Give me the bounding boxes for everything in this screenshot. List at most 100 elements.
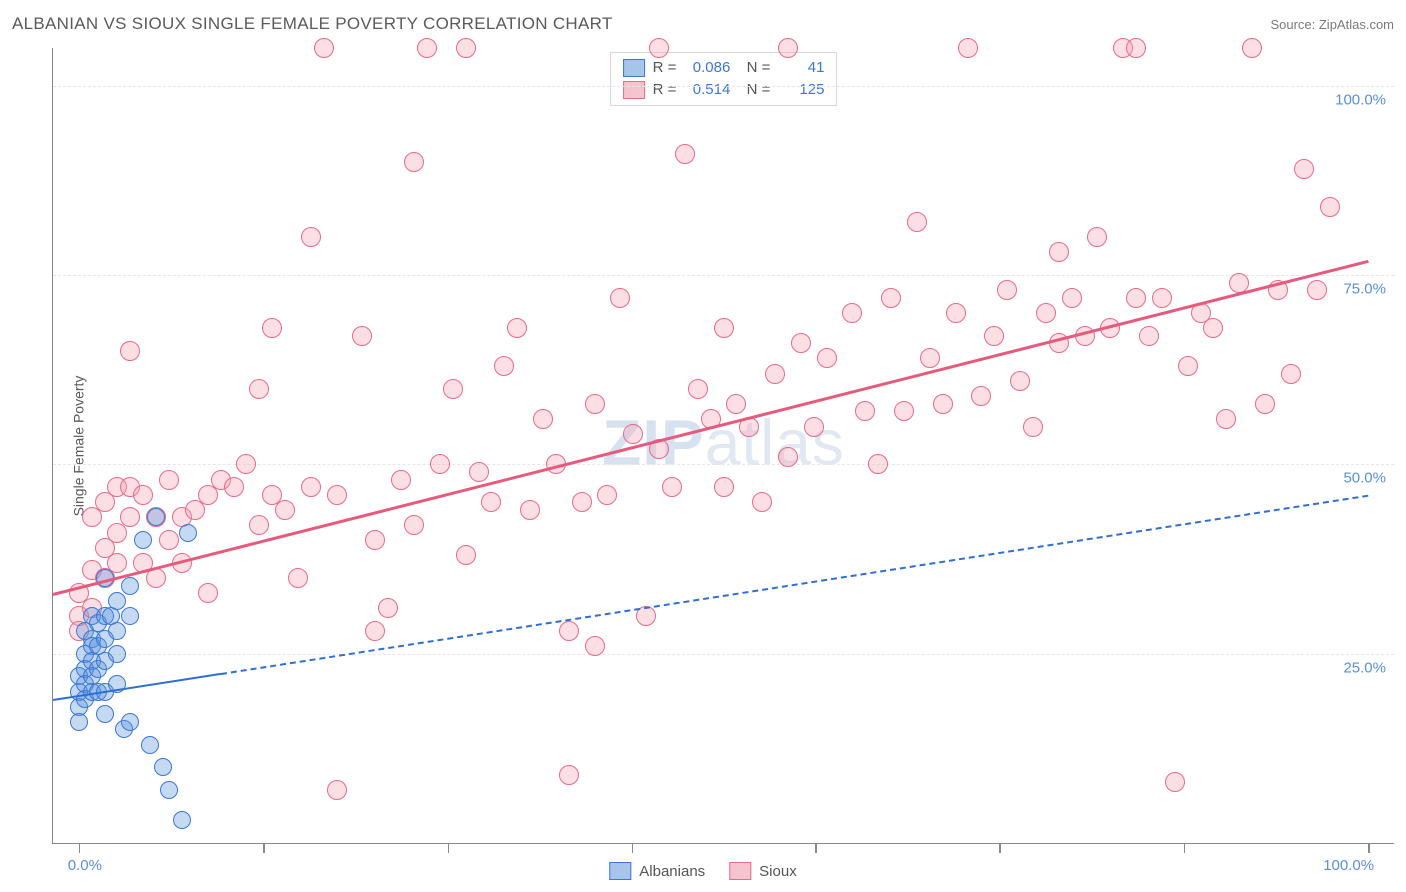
sioux-point — [365, 621, 385, 641]
albanians-point — [96, 705, 114, 723]
sioux-point — [107, 553, 127, 573]
gridline-h — [53, 86, 1394, 87]
x-tick — [815, 843, 817, 853]
albanians-point — [154, 758, 172, 776]
albanians-point — [121, 577, 139, 595]
sioux-point — [327, 485, 347, 505]
albanians-point — [108, 645, 126, 663]
sioux-point — [224, 477, 244, 497]
sioux-point — [597, 485, 617, 505]
sioux-point — [456, 545, 476, 565]
sioux-point — [262, 318, 282, 338]
sioux-point — [301, 477, 321, 497]
sioux-point — [1036, 303, 1056, 323]
albanians-point — [108, 592, 126, 610]
sioux-point — [507, 318, 527, 338]
sioux-point — [120, 507, 140, 527]
legend-r-label: R = — [653, 57, 677, 79]
sioux-point — [868, 454, 888, 474]
albanians-point — [121, 607, 139, 625]
sioux-point — [804, 417, 824, 437]
albanians-point — [141, 736, 159, 754]
albanians-point — [108, 622, 126, 640]
sioux-point — [198, 583, 218, 603]
legend-n-label: N = — [738, 57, 770, 79]
sioux-point — [649, 38, 669, 58]
x-tick — [632, 843, 634, 853]
sioux-point — [958, 38, 978, 58]
legend-item: Sioux — [729, 862, 797, 880]
sioux-point — [752, 492, 772, 512]
legend-n-value: 125 — [778, 79, 824, 101]
sioux-point — [984, 326, 1004, 346]
x-tick — [1184, 843, 1186, 853]
plot-area: ZIPatlas R =0.086 N =41R =0.514 N =125 2… — [52, 48, 1394, 844]
sioux-trendline — [53, 260, 1369, 596]
sioux-point — [662, 477, 682, 497]
sioux-point — [249, 379, 269, 399]
sioux-point — [765, 364, 785, 384]
sioux-point — [1255, 394, 1275, 414]
x-tick — [79, 843, 81, 853]
sioux-point — [623, 424, 643, 444]
sioux-point — [559, 765, 579, 785]
sioux-point — [855, 401, 875, 421]
albanians-trendline — [220, 495, 1368, 675]
sioux-point — [1023, 417, 1043, 437]
sioux-point — [120, 341, 140, 361]
sioux-point — [1294, 159, 1314, 179]
sioux-point — [675, 144, 695, 164]
legend-r-value: 0.086 — [684, 57, 730, 79]
sioux-point — [1281, 364, 1301, 384]
sioux-point — [391, 470, 411, 490]
sioux-point — [133, 485, 153, 505]
legend-item: Albanians — [609, 862, 705, 880]
y-tick-label: 100.0% — [1335, 91, 1386, 108]
gridline-h — [53, 275, 1394, 276]
sioux-point — [159, 470, 179, 490]
sioux-point — [1139, 326, 1159, 346]
y-tick-label: 75.0% — [1343, 281, 1386, 298]
legend-swatch — [609, 862, 631, 880]
sioux-point — [417, 38, 437, 58]
legend-item-label: Albanians — [639, 863, 705, 880]
sioux-point — [365, 530, 385, 550]
sioux-point — [1062, 288, 1082, 308]
albanians-point — [134, 531, 152, 549]
sioux-point — [236, 454, 256, 474]
sioux-point — [378, 598, 398, 618]
sioux-point — [894, 401, 914, 421]
x-tick — [1368, 843, 1370, 853]
sioux-point — [1087, 227, 1107, 247]
legend-r-value: 0.514 — [684, 79, 730, 101]
sioux-point — [481, 492, 501, 512]
sioux-point — [1216, 409, 1236, 429]
sioux-point — [275, 500, 295, 520]
sioux-point — [920, 348, 940, 368]
sioux-point — [714, 477, 734, 497]
legend-swatch — [623, 81, 645, 99]
sioux-point — [314, 38, 334, 58]
sioux-point — [301, 227, 321, 247]
albanians-point — [121, 713, 139, 731]
sioux-point — [907, 212, 927, 232]
sioux-point — [520, 500, 540, 520]
sioux-point — [1165, 772, 1185, 792]
sioux-point — [1203, 318, 1223, 338]
sioux-point — [971, 386, 991, 406]
sioux-point — [1126, 288, 1146, 308]
sioux-point — [726, 394, 746, 414]
legend-swatch — [623, 59, 645, 77]
x-tick-label-right: 100.0% — [1323, 857, 1374, 874]
sioux-point — [997, 280, 1017, 300]
legend-n-label: N = — [738, 79, 770, 101]
gridline-h — [53, 654, 1394, 655]
sioux-point — [946, 303, 966, 323]
albanians-point — [147, 508, 165, 526]
albanians-point — [160, 781, 178, 799]
sioux-point — [559, 621, 579, 641]
sioux-point — [778, 38, 798, 58]
y-tick-label: 25.0% — [1343, 659, 1386, 676]
sioux-point — [430, 454, 450, 474]
sioux-point — [443, 379, 463, 399]
